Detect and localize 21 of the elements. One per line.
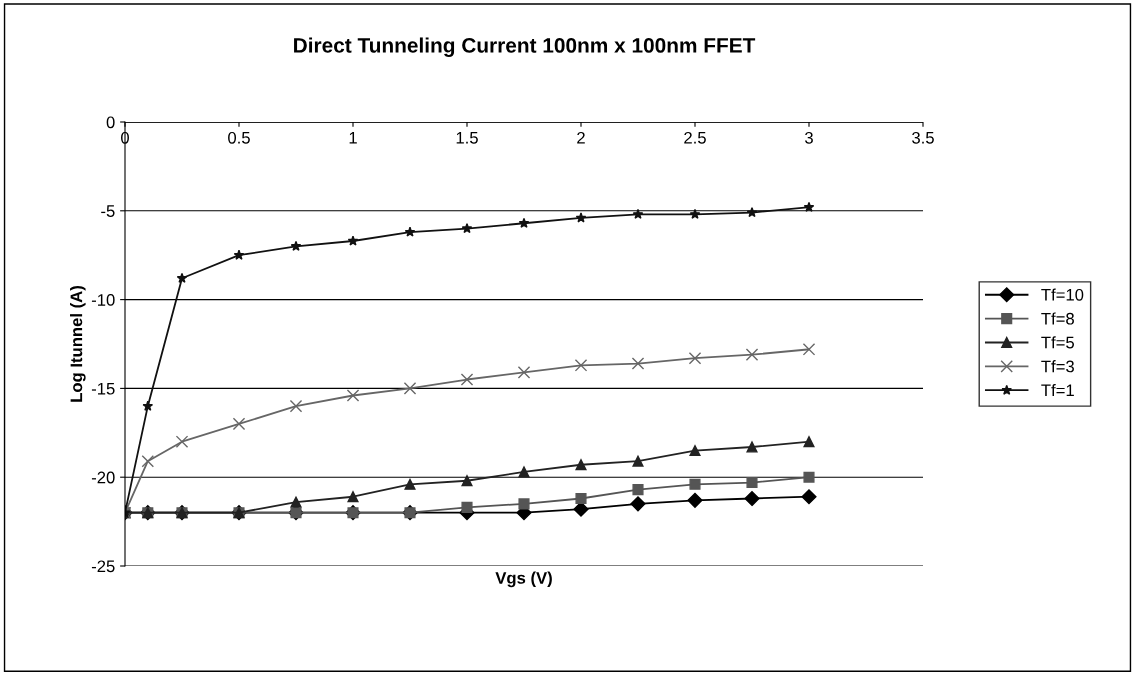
- y-tick-label: -5: [101, 205, 115, 217]
- legend-label: Tf=8: [1041, 312, 1074, 325]
- chart-title: Direct Tunneling Current 100nm x 100nm FFET: [294, 37, 756, 57]
- x-axis-title: Vgs (V): [495, 571, 552, 588]
- x-tick-label: 1.5: [456, 132, 478, 144]
- y-axis-title: Log Itunnel (A): [70, 286, 86, 402]
- y-tick-label: -15: [91, 382, 115, 395]
- y-tick-label: -20: [91, 471, 115, 484]
- y-tick-label: -10: [91, 294, 115, 306]
- legend-label: Tf=5: [1041, 336, 1074, 349]
- x-tick-label: 2: [577, 131, 585, 144]
- x-tick-label: 3.5: [912, 131, 934, 144]
- legend-label: Tf=3: [1041, 360, 1074, 373]
- x-tick-label: 1: [349, 132, 357, 144]
- x-tick-label: 0.5: [228, 131, 250, 144]
- y-tick-label: -25: [91, 560, 115, 573]
- legend-label: Tf=10: [1041, 288, 1084, 301]
- legend-label: Tf=1: [1041, 383, 1074, 397]
- x-tick-label: 2.5: [684, 131, 706, 144]
- y-tick-label: 0: [106, 116, 115, 129]
- x-tick-label: 3: [805, 131, 813, 144]
